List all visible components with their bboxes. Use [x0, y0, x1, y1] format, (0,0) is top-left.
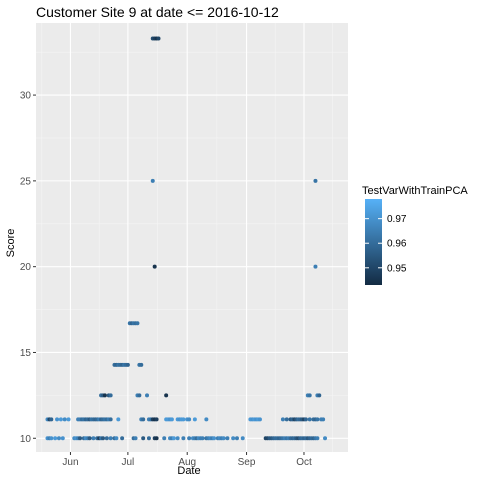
data-point	[116, 417, 121, 422]
data-point	[307, 417, 312, 422]
data-point	[221, 436, 226, 441]
data-point	[234, 436, 239, 441]
legend-title: TestVarWithTrainPCA	[362, 185, 468, 197]
data-point	[315, 417, 320, 422]
y-tick-label: 15	[20, 348, 32, 359]
colorbar	[365, 199, 382, 285]
data-point	[146, 436, 151, 441]
data-point	[62, 417, 67, 422]
data-point	[169, 417, 174, 422]
data-point	[181, 436, 186, 441]
data-point	[175, 436, 180, 441]
data-point	[100, 436, 105, 441]
data-point	[231, 436, 236, 441]
data-point	[120, 436, 125, 441]
data-point	[139, 362, 144, 367]
data-point	[58, 417, 63, 422]
y-axis-title: Score	[5, 229, 17, 258]
data-point	[280, 417, 285, 422]
data-point	[225, 436, 230, 441]
data-point	[87, 436, 92, 441]
data-point	[156, 36, 161, 41]
data-point	[181, 417, 186, 422]
data-point	[53, 436, 58, 441]
legend-ticks: 0.95 0.96 0.97	[365, 214, 407, 274]
data-point	[150, 178, 155, 183]
y-axis: 10 15 20 25 30	[20, 91, 36, 445]
y-tick-label: 25	[20, 176, 32, 187]
data-point	[187, 417, 192, 422]
data-point	[108, 417, 113, 422]
data-point	[192, 417, 197, 422]
plot-panel	[36, 23, 348, 452]
data-point	[108, 393, 113, 398]
data-point	[154, 436, 159, 441]
data-point	[307, 393, 312, 398]
x-tick-label: Aug	[178, 457, 196, 468]
data-point	[55, 417, 60, 422]
data-point	[141, 436, 146, 441]
data-point	[91, 436, 96, 441]
data-point	[313, 178, 318, 183]
y-tick-label: 20	[20, 262, 32, 273]
chart-title: Customer Site 9 at date <= 2016-10-12	[36, 4, 279, 20]
legend-tick-label: 0.97	[387, 214, 407, 225]
data-point	[323, 436, 328, 441]
data-point	[49, 436, 54, 441]
y-tick-label: 30	[20, 91, 32, 102]
data-point	[56, 436, 61, 441]
x-tick-label: Oct	[296, 457, 312, 468]
data-point	[284, 417, 289, 422]
data-point	[145, 393, 150, 398]
legend-tick-label: 0.96	[387, 239, 407, 250]
data-point	[141, 417, 146, 422]
data-point	[164, 393, 169, 398]
data-point	[108, 436, 113, 441]
data-point	[200, 436, 205, 441]
data-point	[49, 417, 54, 422]
data-point	[162, 436, 167, 441]
data-point	[60, 436, 65, 441]
data-point	[66, 417, 71, 422]
data-point	[104, 436, 109, 441]
data-point	[313, 264, 318, 269]
x-axis: Jun Jul Aug Sep Oct	[62, 452, 312, 468]
data-point	[125, 362, 130, 367]
data-point	[212, 436, 217, 441]
x-axis-title: Date	[177, 465, 200, 477]
data-point	[204, 417, 209, 422]
data-point	[317, 393, 322, 398]
x-tick-label: Sep	[238, 457, 256, 468]
plot-area	[36, 23, 348, 452]
data-point	[137, 393, 142, 398]
x-tick-label: Jun	[62, 457, 78, 468]
x-tick-label: Jul	[121, 457, 134, 468]
data-point	[315, 436, 320, 441]
legend-tick-label: 0.95	[387, 263, 407, 274]
data-point	[152, 264, 157, 269]
data-point	[321, 417, 326, 422]
data-point	[135, 321, 140, 326]
data-point	[171, 436, 176, 441]
data-point	[102, 393, 107, 398]
data-point	[240, 436, 245, 441]
data-point	[78, 436, 83, 441]
data-point	[114, 436, 119, 441]
y-tick-label: 10	[20, 434, 32, 445]
data-point	[133, 436, 138, 441]
data-point	[303, 417, 308, 422]
data-point	[187, 436, 192, 441]
data-point	[257, 417, 262, 422]
legend: TestVarWithTrainPCA 0.95 0.96 0.97	[362, 185, 468, 285]
data-point	[154, 417, 159, 422]
